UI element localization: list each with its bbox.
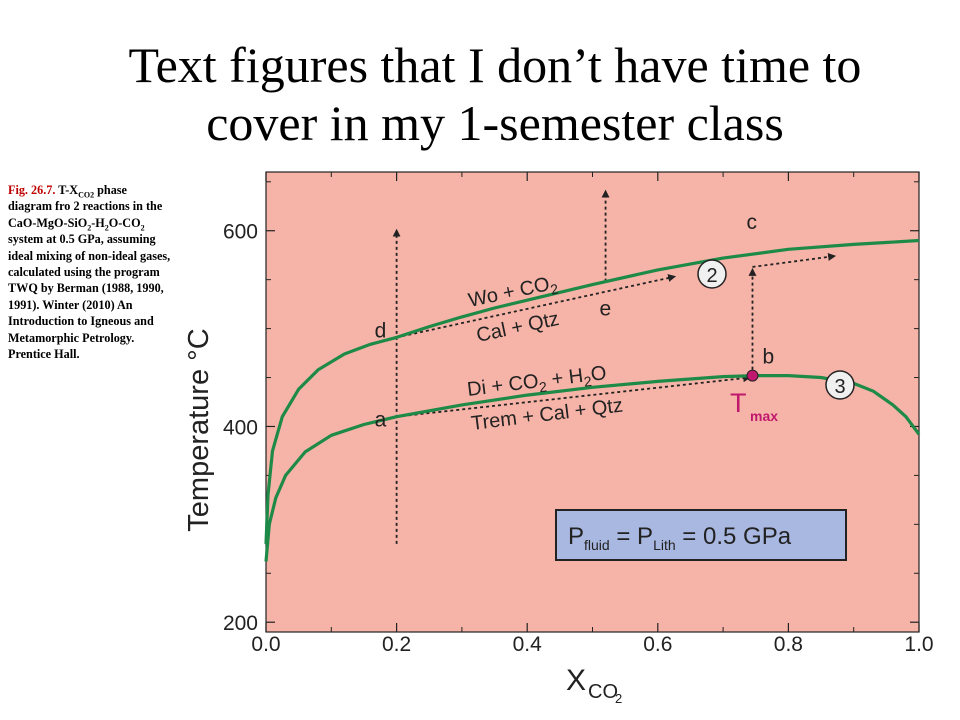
point-b-label: b: [762, 346, 774, 369]
reaction-number-markers: 2 3: [697, 259, 855, 400]
y-tick-label: 600: [223, 221, 258, 244]
x-axis-label-subsub: 2: [615, 691, 622, 706]
y-tick-label: 400: [223, 416, 258, 439]
caption-sub-3: 2: [104, 223, 109, 233]
x-tick-label: 0.6: [643, 633, 672, 656]
slide-title-line-2: cover in my 1-semester class: [206, 95, 784, 151]
point-e-label: e: [600, 298, 612, 321]
caption-text-4: O-CO: [108, 215, 141, 230]
reaction-3-curve: [264, 374, 921, 562]
reaction-curves: [264, 238, 921, 562]
caption-text-5: system at 0.5 GPa, assuming ideal mixing…: [8, 232, 171, 362]
reaction-3-marker: [825, 370, 855, 400]
x-axis-label-sub: CO: [588, 681, 618, 703]
x-tick-label: 0.0: [251, 633, 280, 656]
x-tick-label: 0.8: [774, 633, 803, 656]
pressure-label: Pfluid = PLith = 0.5 GPa: [568, 523, 792, 553]
x-tick-label: 0.4: [513, 633, 543, 656]
caption-sub-4: 2: [140, 223, 145, 233]
point-c-label: c: [746, 211, 757, 234]
caption-sub-2: 2: [87, 223, 92, 233]
slide-title: Text figures that I don’t have time to c…: [0, 36, 960, 152]
tmax-point: [746, 369, 759, 382]
tmax-label-sub: max: [750, 408, 778, 424]
slide-title-line-1: Text figures that I don’t have time to: [128, 37, 862, 93]
tmax-annotation: T max: [730, 369, 778, 424]
path-points: a b c d e: [375, 211, 775, 432]
path-a-to-b: [396, 374, 752, 418]
reaction-2-curve: [264, 238, 920, 544]
y-axis-title: Temperature °C: [183, 328, 215, 531]
reaction-3-number: 3: [834, 376, 845, 398]
caption-sub-1: CO2: [78, 190, 95, 200]
point-d-label: d: [375, 319, 387, 342]
pressure-box-background: [555, 509, 847, 561]
x-tick-label: 1.0: [904, 633, 933, 656]
tmax-label: T: [730, 388, 747, 418]
y-axis-label: Temperature °C: [183, 328, 215, 531]
caption-text-1: T-X: [55, 183, 79, 197]
caption-figure-reference: Fig. 26.7.: [8, 183, 56, 197]
path-d-to-e: [396, 274, 677, 339]
reaction-paths: [392, 189, 837, 544]
reaction-2-number: 2: [706, 265, 717, 287]
pressure-box: Pfluid = PLith = 0.5 GPa: [555, 509, 847, 561]
axis-tick-labels: 0.0 0.2 0.4 0.6 0.8 1.0 200 400 600: [223, 221, 934, 656]
x-axis-label: X: [566, 664, 586, 697]
path-c-horizontal: [752, 252, 837, 268]
y-tick-label: 200: [223, 612, 258, 635]
axis-ticks: [265, 172, 920, 632]
x-tick-label: 0.2: [382, 633, 411, 656]
caption-text-2: phase diagram fro 2 reactions in the CaO…: [8, 183, 163, 230]
caption-text-3: -H: [91, 215, 105, 230]
reaction-2-marker: [697, 259, 727, 289]
point-a-label: a: [375, 409, 387, 432]
figure-caption: Fig. 26.7. T-XCO2 phase diagram fro 2 re…: [8, 182, 172, 362]
x-axis-title: X CO 2: [566, 664, 622, 706]
